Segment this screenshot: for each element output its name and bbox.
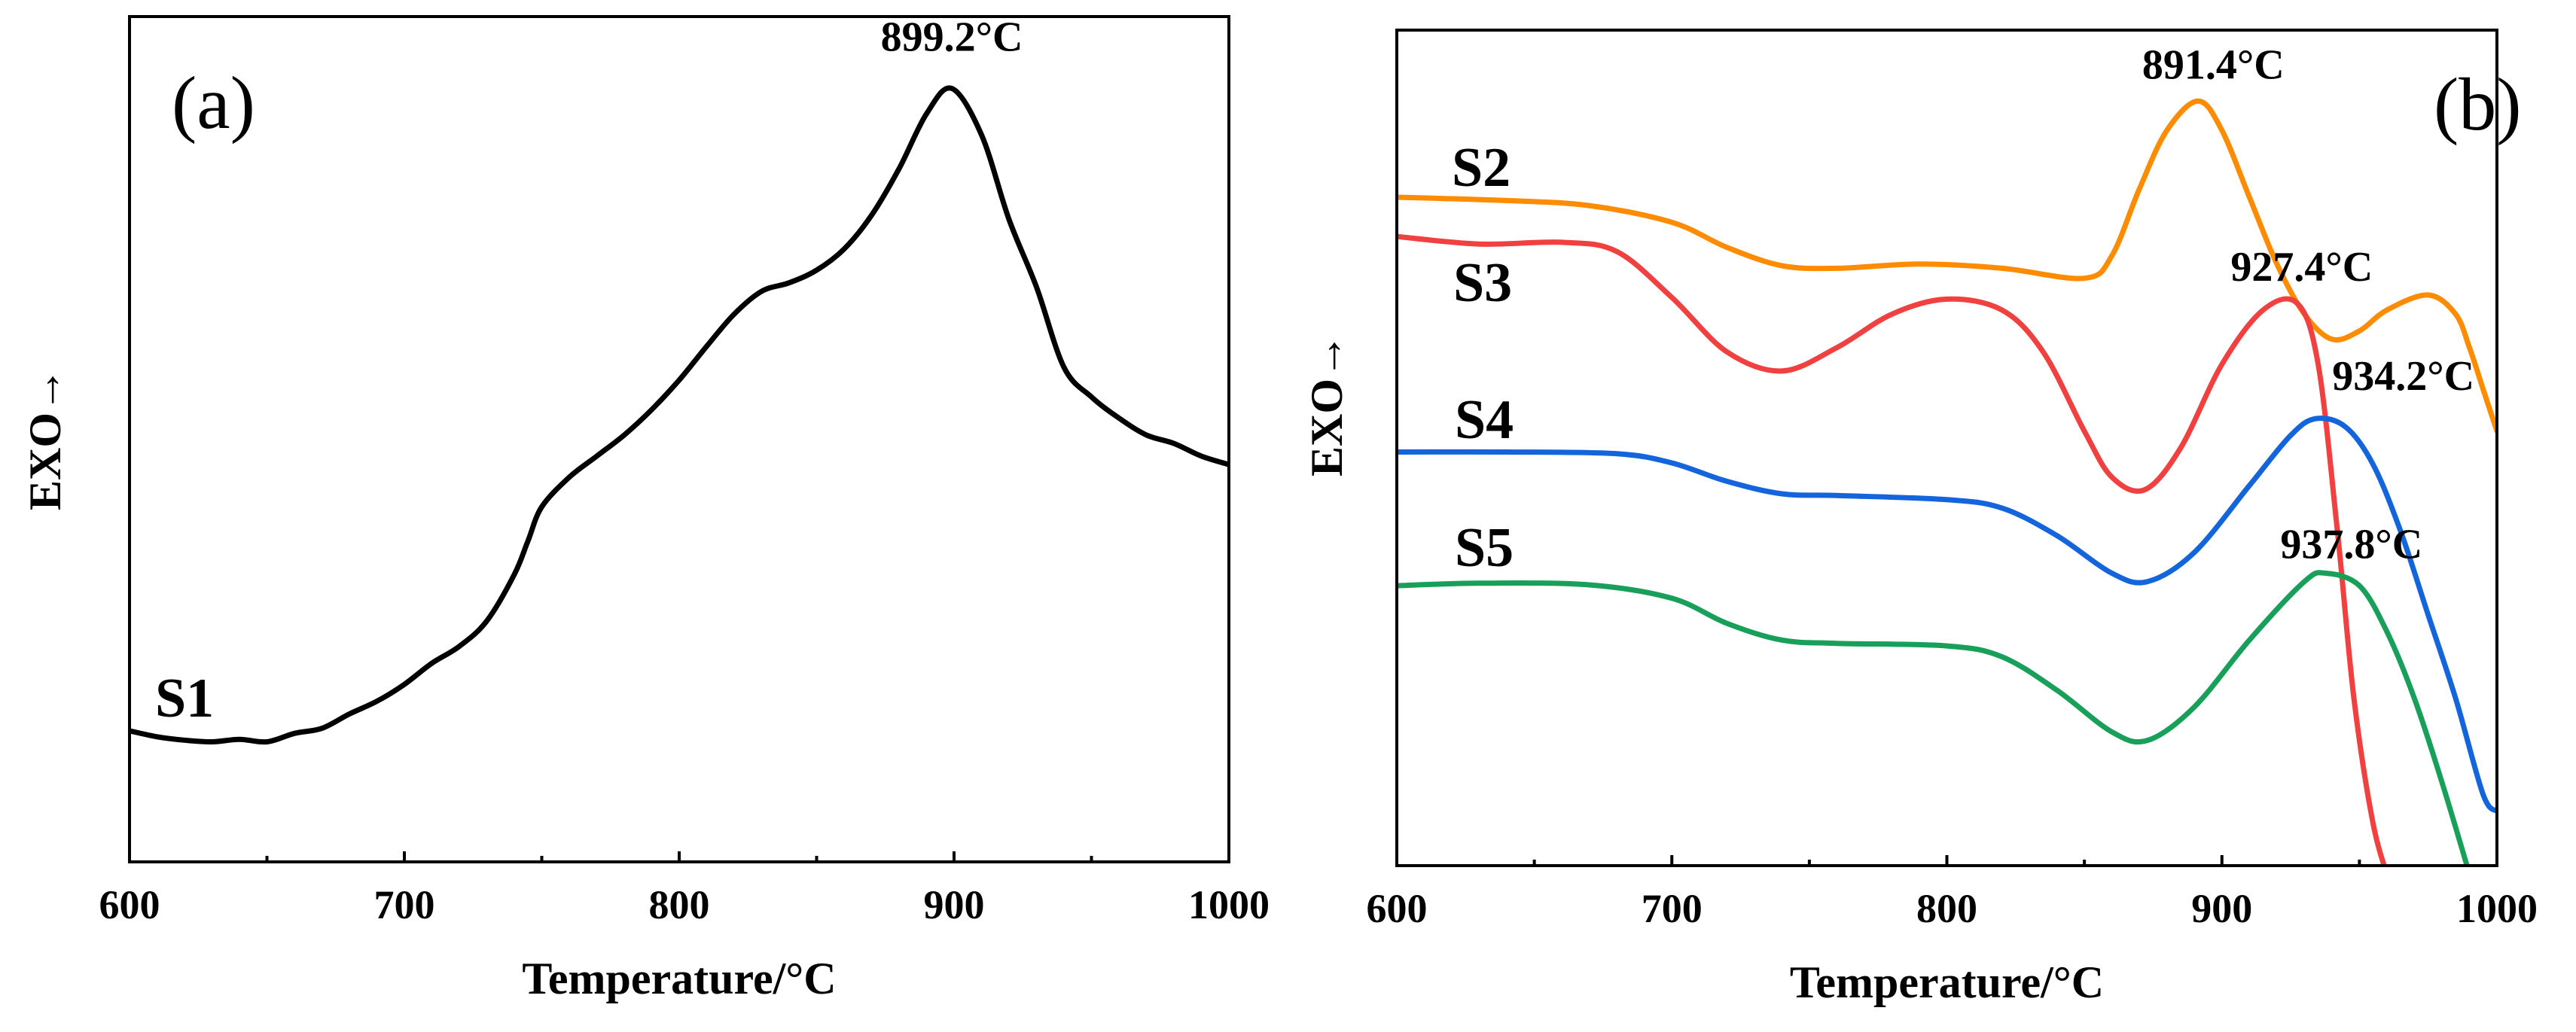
panel-a-chart: 600 700 800 900 1000 Temperature/°C EXO→ (a) S1 8…	[20, 14, 1270, 1003]
curve-s5	[1397, 570, 2470, 866]
x-tick-label: 800	[649, 882, 710, 927]
x-tick-label: 800	[1916, 886, 1977, 931]
x-tick-label: 900	[2191, 886, 2252, 931]
panel-b-chart: 600 700 800 900 1000 Temperature/°C EXO→ (b) S2 S…	[1302, 29, 2538, 1007]
peak-annotation: 937.8°C	[2280, 522, 2422, 568]
curve-s1	[130, 85, 1229, 745]
series-label-s3: S3	[1453, 252, 1512, 314]
x-axis-label: Temperature/°C	[522, 954, 836, 1003]
x-tick-label: 900	[924, 882, 985, 927]
x-tick-label: 1000	[1188, 882, 1270, 927]
x-axis-label: Temperature/°C	[1790, 957, 2104, 1007]
x-tick-label: 700	[1642, 886, 1703, 931]
curve-s3	[1397, 233, 2387, 866]
series-label-s5: S5	[1455, 517, 1514, 579]
panel-label: (b)	[2434, 62, 2522, 146]
x-tick-label: 700	[374, 882, 435, 927]
curve-s2	[1397, 98, 2497, 434]
y-axis-label: EXO→	[1302, 333, 1352, 476]
plot-frame-b	[1395, 29, 2498, 867]
peak-annotation: 927.4°C	[2230, 244, 2373, 291]
series-label-s1: S1	[155, 668, 214, 729]
series-label-s4: S4	[1455, 389, 1514, 451]
x-tick-label: 1000	[2456, 886, 2538, 931]
series-label-s2: S2	[1452, 137, 1511, 199]
panel-label: (a)	[172, 61, 255, 145]
x-tick-label: 600	[99, 882, 160, 927]
peak-annotation: 891.4°C	[2142, 41, 2285, 88]
peak-annotation: 899.2°C	[881, 14, 1023, 60]
peak-annotation: 934.2°C	[2332, 353, 2474, 400]
x-tick-label: 600	[1367, 886, 1428, 931]
y-axis-label: EXO→	[20, 367, 70, 510]
curve-s4	[1397, 416, 2497, 814]
